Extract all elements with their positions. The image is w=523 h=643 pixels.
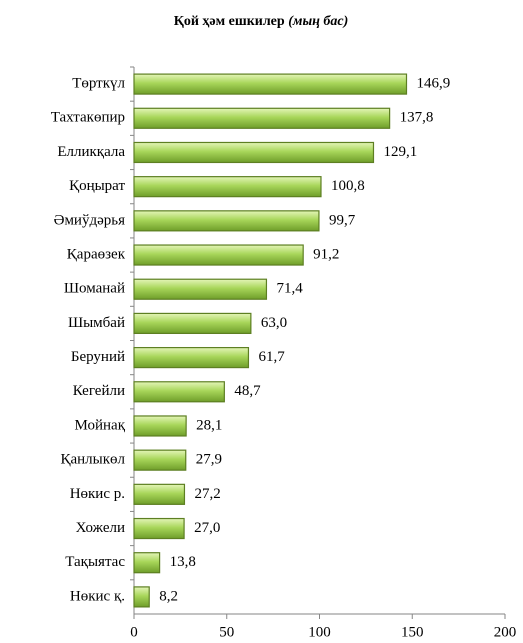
bar xyxy=(133,176,322,198)
y-tick-label: Әмиўдәрья xyxy=(54,212,125,228)
y-tick-label: Нөкис р. xyxy=(70,486,125,502)
value-label: 13,8 xyxy=(170,554,196,570)
value-label: 100,8 xyxy=(331,178,365,194)
y-tick-label: Мойнақ xyxy=(75,417,126,433)
y-tick-label: Қараөзек xyxy=(67,246,126,262)
x-tick-label: 50 xyxy=(219,624,234,640)
title-main: Қой ҳәм ешкилер xyxy=(174,14,285,29)
x-tick-label: 100 xyxy=(308,624,331,640)
bar xyxy=(133,141,375,164)
value-label: 61,7 xyxy=(258,349,285,365)
y-tick-label: Нөкис қ. xyxy=(70,588,125,604)
bar xyxy=(133,483,186,505)
bar xyxy=(133,107,391,129)
bar xyxy=(133,210,320,232)
title-unit: (мың бас) xyxy=(288,14,348,29)
y-tick-label: Кегейли xyxy=(73,383,125,399)
y-tick-label: Хожели xyxy=(76,520,125,536)
value-label: 28,1 xyxy=(196,417,222,433)
value-label: 91,2 xyxy=(313,246,339,262)
bar xyxy=(133,73,408,95)
chart-title: Қой ҳәм ешкилер (мың бас) xyxy=(174,14,349,29)
bar xyxy=(133,381,225,403)
bar xyxy=(133,517,185,540)
value-label: 137,8 xyxy=(400,110,434,126)
value-label: 27,9 xyxy=(196,452,222,468)
value-label: 129,1 xyxy=(383,144,417,160)
value-label: 71,4 xyxy=(276,281,303,297)
bar xyxy=(133,449,187,471)
x-tick-label: 150 xyxy=(401,624,424,640)
value-label: 63,0 xyxy=(261,315,287,331)
value-label: 8,2 xyxy=(159,588,178,604)
value-label: 48,7 xyxy=(234,383,261,399)
value-label: 146,9 xyxy=(416,76,450,92)
value-label: 27,2 xyxy=(194,486,220,502)
x-tick-label: 0 xyxy=(130,624,138,640)
y-tick-label: Төрткүл xyxy=(72,76,125,92)
value-label: 27,0 xyxy=(194,520,220,536)
y-tick-label: Қоңырат xyxy=(69,178,125,194)
y-tick-label: Қанлыкөл xyxy=(60,452,125,468)
x-tick-label: 200 xyxy=(494,624,517,640)
bar xyxy=(133,346,250,369)
y-tick-label: Шоманай xyxy=(64,281,125,297)
bar xyxy=(133,586,150,608)
y-tick-label: Беруний xyxy=(71,349,125,365)
value-label: 99,7 xyxy=(329,212,356,228)
y-tick-label: Елликқала xyxy=(57,144,125,160)
bar xyxy=(133,415,187,437)
bar xyxy=(133,552,161,574)
bar xyxy=(133,278,268,300)
bar xyxy=(133,244,304,266)
bar xyxy=(133,312,252,335)
y-tick-label: Тақыятас xyxy=(65,554,125,570)
y-tick-label: Тахтакөпир xyxy=(51,110,125,126)
y-tick-label: Шымбай xyxy=(68,315,125,331)
